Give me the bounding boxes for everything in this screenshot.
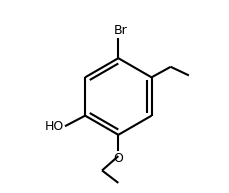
Text: O: O [113,152,123,165]
Text: Br: Br [113,24,127,37]
Text: HO: HO [45,120,64,133]
